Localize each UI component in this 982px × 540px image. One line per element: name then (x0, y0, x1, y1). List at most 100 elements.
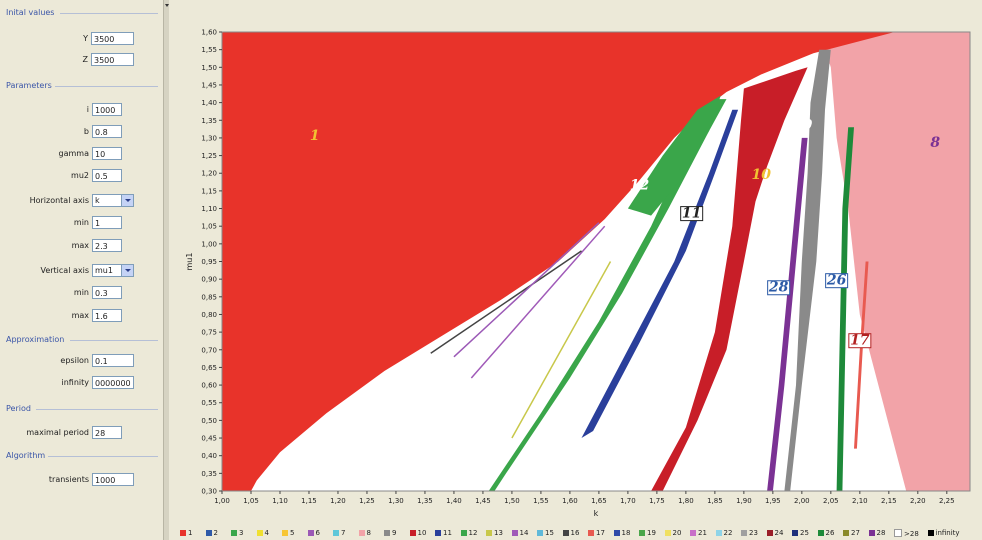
region-period-1 (222, 32, 895, 491)
legend-swatch (358, 530, 365, 536)
legend-swatch (690, 530, 696, 536)
x-tick-label: 1,50 (504, 497, 520, 505)
legend-label: 24 (774, 529, 784, 537)
y-tick-label: 0,55 (201, 399, 217, 407)
legend-item: 2 (205, 529, 218, 537)
legend-swatch (307, 530, 314, 536)
x-tick-label: 1,25 (359, 497, 375, 505)
chevron-down-icon[interactable] (121, 265, 133, 276)
legend-item: 26 (817, 529, 834, 537)
legend-item: 5 (282, 529, 294, 537)
vertical-min-input[interactable]: 0.3 (92, 286, 122, 299)
legend-item: >28 (894, 529, 919, 538)
legend-label: >28 (904, 530, 919, 538)
legend-swatch (511, 530, 518, 536)
x-tick-label: 1,80 (678, 497, 694, 505)
legend-label: 20 (672, 529, 682, 537)
y-tick-label: 0,45 (201, 435, 217, 443)
legend-item: 17 (588, 529, 605, 537)
y-tick-label: 1,55 (201, 46, 217, 54)
gamma-input[interactable]: 10 (92, 147, 122, 160)
bifurcation-chart[interactable]: 1,00 1,05 1,10 1,15 1,20 1,25 1,30 1,35 1,40 1,45… (170, 0, 982, 528)
legend-label: 13 (494, 529, 503, 537)
y-tick-label: 1,60 (201, 29, 217, 37)
infinity-input[interactable]: 0000000 (92, 376, 134, 389)
collapse-arrow-icon[interactable] (165, 4, 169, 7)
z-input[interactable]: 3500 (91, 53, 134, 66)
y-tick-label: 0,95 (201, 258, 217, 266)
region-label-17: 17 (850, 333, 870, 349)
y-tick-label: 0,35 (201, 470, 217, 478)
maximal-period-label: maximal period (26, 428, 89, 437)
legend-label: 28 (876, 529, 886, 537)
y-input[interactable]: 3500 (91, 32, 134, 45)
legend-label: 17 (596, 529, 605, 537)
horizontal-axis-value: k (95, 196, 100, 205)
y-tick-label: 0,90 (201, 276, 217, 284)
legend-swatch (486, 530, 492, 536)
chevron-down-icon[interactable] (121, 195, 133, 206)
legend-item: 8 (358, 529, 371, 537)
legend-item: 7 (333, 529, 345, 537)
legend-swatch (282, 530, 288, 536)
b-input[interactable]: 0.8 (92, 125, 122, 138)
legend-swatch (868, 530, 875, 536)
vertical-max-input[interactable]: 1.6 (92, 309, 122, 322)
legend-swatch (639, 530, 645, 536)
mu2-label: mu2 (71, 171, 89, 180)
x-tick-label: 2,15 (881, 497, 897, 505)
legend-item: 6 (307, 529, 320, 537)
gamma-label: gamma (58, 149, 89, 158)
x-tick-label: 1,35 (417, 497, 433, 505)
y-tick-label: 0,30 (201, 488, 217, 496)
horizontal-max-input[interactable]: 2.3 (92, 239, 122, 252)
y-tick-label: 1,00 (201, 240, 217, 248)
x-tick-label: 1,45 (475, 497, 491, 505)
legend-swatch (927, 530, 934, 536)
legend-label: 16 (570, 529, 580, 537)
region-period-26 (836, 127, 854, 492)
panel-splitter[interactable] (163, 0, 169, 540)
region-label-box (848, 333, 872, 349)
x-tick-label: 1,55 (533, 497, 549, 505)
horizontal-min-input[interactable]: 1 (92, 216, 122, 229)
region-label-8: 8 (930, 135, 940, 151)
y-tick-label: 0,75 (201, 329, 217, 337)
legend-item: 4 (256, 529, 269, 537)
x-tick-label: 1,95 (765, 497, 781, 505)
legend-swatch (333, 530, 339, 536)
legend-label: 19 (647, 529, 656, 537)
mu2-input[interactable]: 0.5 (92, 169, 122, 182)
i-input[interactable]: 1000 (92, 103, 122, 116)
legend-swatch (588, 530, 594, 536)
x-tick-label: 1,05 (243, 497, 259, 505)
legend-swatch (435, 530, 441, 536)
section-initial-values: Inital values (6, 8, 55, 17)
region-label-box (767, 280, 791, 296)
legend-swatch (231, 530, 237, 536)
legend-label: 5 (290, 529, 295, 537)
legend-item: 11 (435, 529, 452, 537)
legend-swatch (715, 530, 722, 536)
legend-label: 12 (468, 529, 478, 537)
vertical-axis-label: Vertical axis (40, 266, 89, 275)
x-tick-label: 2,05 (823, 497, 839, 505)
legend-swatch (256, 530, 263, 536)
vertical-axis-select[interactable]: mu1 (92, 264, 134, 277)
section-divider (55, 86, 158, 87)
section-divider (36, 409, 158, 410)
epsilon-input[interactable]: 0.1 (92, 354, 134, 367)
legend-swatch (766, 530, 773, 536)
legend-item: 10 (409, 529, 426, 537)
horizontal-axis-select[interactable]: k (92, 194, 134, 207)
x-tick-label: 1,00 (214, 497, 230, 505)
region-label-1: 1 (310, 128, 320, 144)
maximal-period-input[interactable]: 28 (92, 426, 122, 439)
legend-swatch (843, 530, 849, 536)
x-tick-label: 1,90 (736, 497, 752, 505)
region-period-11 (581, 109, 739, 438)
legend-item: 1 (180, 529, 192, 537)
transients-input[interactable]: 1000 (92, 473, 134, 486)
z-label: Z (82, 55, 88, 64)
legend-label: 25 (800, 529, 809, 537)
